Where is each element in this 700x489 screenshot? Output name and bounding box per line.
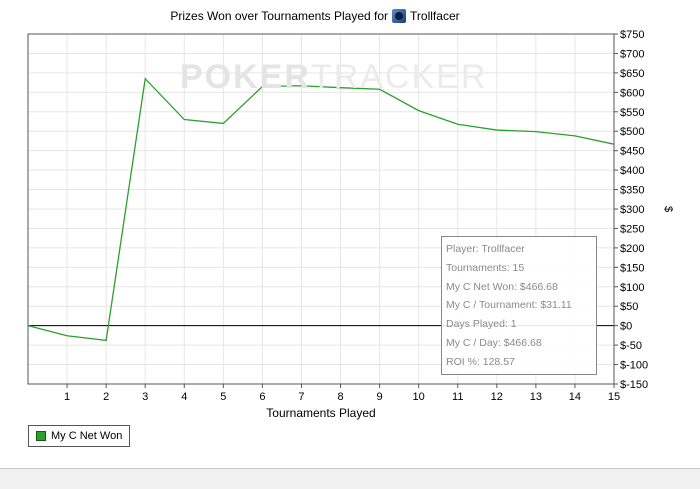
chart-title: Prizes Won over Tournaments Played for T…: [0, 9, 630, 23]
y-tick-label: $550: [620, 107, 644, 119]
x-tick-label: 2: [103, 391, 109, 403]
x-tick-label: 15: [608, 391, 620, 403]
legend-swatch-icon: [36, 431, 46, 441]
x-tick-label: 13: [530, 391, 542, 403]
y-tick-label: $-150: [620, 379, 648, 391]
player-avatar-icon: [392, 9, 407, 23]
y-tick-label: $250: [620, 223, 644, 235]
x-tick-label: 1: [64, 391, 70, 403]
x-axis-title: Tournaments Played: [266, 406, 375, 420]
y-tick-label: $100: [620, 282, 644, 294]
y-tick-label: $200: [620, 243, 644, 255]
y-tick-label: $700: [620, 48, 644, 60]
x-tick-label: 14: [569, 391, 581, 403]
x-tick-label: 10: [413, 391, 425, 403]
y-tick-label: $750: [620, 29, 644, 41]
y-tick-label: $350: [620, 185, 644, 197]
y-tick-label: $150: [620, 262, 644, 274]
y-axis-title: $: [662, 206, 674, 212]
x-tick-label: 11: [452, 391, 463, 403]
chart-title-text: Prizes Won over Tournaments Played for: [170, 9, 389, 23]
tooltip-line: My C / Tournament: $31.11: [446, 299, 572, 312]
x-tick-label: 4: [181, 391, 187, 403]
y-tick-label: $50: [620, 301, 638, 313]
legend-label: My C Net Won: [51, 430, 123, 442]
x-tick-label: 7: [298, 391, 304, 403]
tooltip-line: My C Net Won: $466.68: [446, 280, 558, 293]
y-tick-label: $400: [620, 165, 644, 177]
tooltip-line: ROI %: 128.57: [446, 355, 515, 368]
tooltip-line: Tournaments: 15: [446, 261, 525, 274]
chart-title-player: Trollfacer: [410, 9, 460, 23]
y-tick-label: $0: [620, 321, 632, 333]
x-tick-label: 6: [259, 391, 265, 403]
tooltip-line: Player: Trollfacer: [446, 243, 525, 255]
tooltip-line: Days Played: 1: [446, 318, 517, 331]
y-tick-label: $600: [620, 87, 644, 99]
x-tick-label: 9: [377, 391, 383, 403]
y-tick-label: $-100: [620, 360, 648, 372]
x-tick-label: 3: [142, 391, 148, 403]
y-tick-label: $300: [620, 204, 644, 216]
x-tick-label: 8: [337, 391, 343, 403]
series-line: [27, 77, 615, 342]
x-tick-label: 5: [220, 391, 226, 403]
y-tick-label: $500: [620, 126, 644, 138]
y-tick-label: $650: [620, 68, 644, 80]
stats-tooltip: Player: Trollfacer Tournaments: 15 My C …: [441, 236, 597, 375]
chart-legend[interactable]: My C Net Won: [28, 425, 131, 447]
chart-canvas: $750 $700 $650 $600 $550 $500 $450 $400 $350 $300…: [27, 29, 674, 420]
tooltip-line: My C / Day: $466.68: [446, 336, 542, 349]
y-tick-label: $-50: [620, 340, 642, 352]
x-tick-label: 12: [491, 391, 503, 403]
window-bottom-bar: [0, 468, 700, 489]
y-tick-label: $450: [620, 146, 644, 158]
